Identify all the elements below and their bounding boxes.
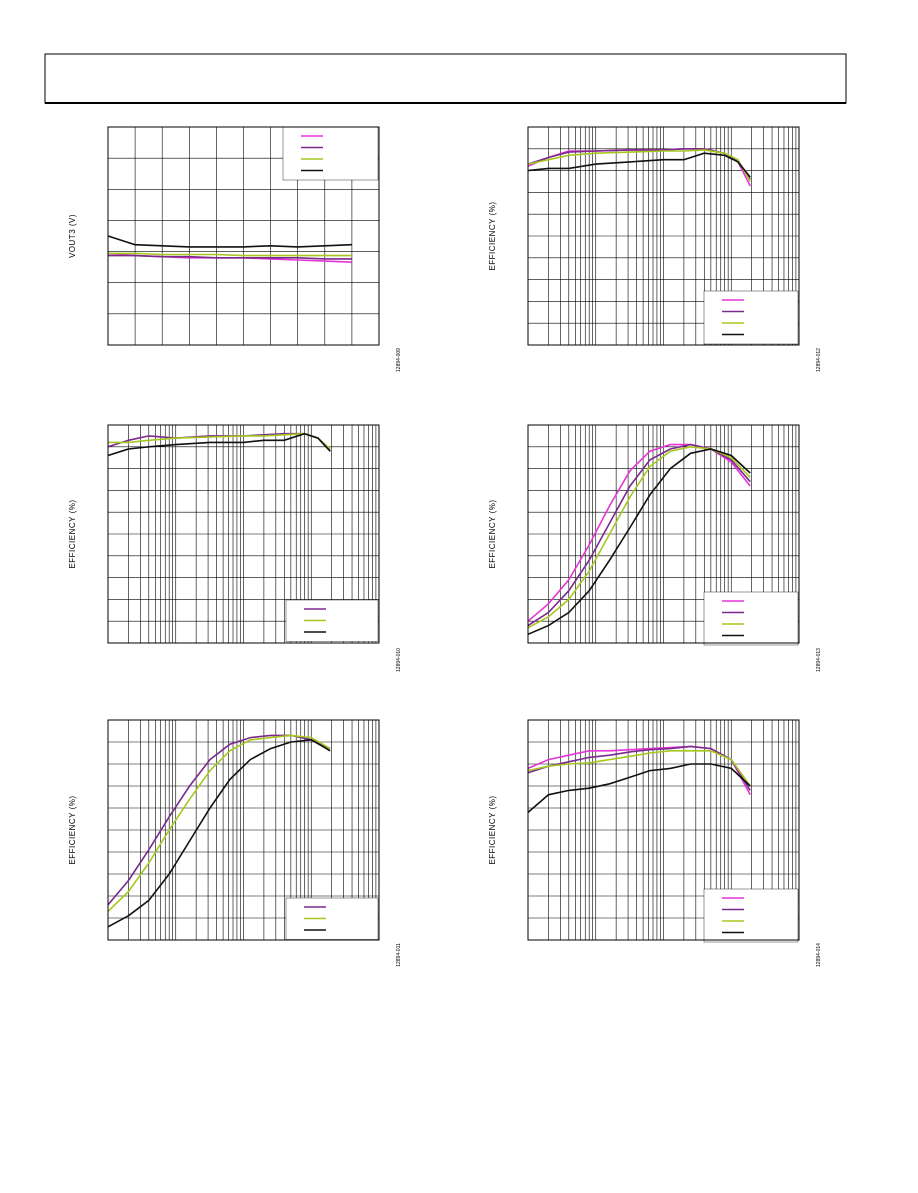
series-line [527, 763, 751, 814]
figure-id: 12894-012 [816, 348, 822, 372]
series-line [527, 745, 751, 791]
legend-box [285, 897, 379, 940]
figure-id: 12894-014 [816, 943, 822, 967]
plot-frame [107, 424, 380, 644]
series-line [527, 750, 751, 787]
series-line [527, 148, 751, 180]
figure-id: 12894-010 [396, 648, 402, 672]
legend-box [285, 599, 379, 642]
y-axis-label: EFFICIENCY (%) [488, 499, 497, 568]
series-line [107, 738, 331, 928]
plot-frame [527, 719, 800, 941]
chart: EFFICIENCY (%) 12894-011 [68, 719, 402, 967]
legend-box [282, 126, 379, 181]
series-line [527, 152, 751, 178]
series-line [108, 252, 352, 257]
y-axis-label: EFFICIENCY (%) [488, 201, 497, 270]
figure-id: 12894-013 [816, 648, 822, 672]
series-line [527, 448, 751, 636]
plot-frame [527, 126, 800, 346]
chart: EFFICIENCY (%) 12894-012 [488, 126, 822, 372]
series-line [107, 734, 331, 912]
series-line [107, 235, 352, 248]
figure-id: 12894-009 [396, 348, 402, 372]
series-line [527, 149, 751, 182]
figure-id: 12894-011 [396, 943, 402, 967]
y-axis-label: VOUT3 (V) [68, 214, 77, 258]
chart: EFFICIENCY (%) 12894-013 [488, 424, 822, 672]
chart: EFFICIENCY (%) 12894-014 [488, 719, 822, 967]
plot-frame [107, 719, 380, 941]
chart: VOUT3 (V) 12894-009 [68, 126, 402, 372]
series-line [108, 254, 352, 260]
chart: EFFICIENCY (%) 12894-010 [68, 424, 402, 672]
header-box [44, 53, 847, 104]
legend-box [703, 591, 799, 646]
plot-frame [107, 126, 380, 346]
y-axis-label: EFFICIENCY (%) [488, 795, 497, 864]
y-axis-label: EFFICIENCY (%) [68, 795, 77, 864]
legend-box [703, 290, 799, 345]
plot-frame [527, 424, 800, 644]
legend-box [703, 888, 799, 943]
y-axis-label: EFFICIENCY (%) [68, 499, 77, 568]
series-line [107, 432, 331, 457]
